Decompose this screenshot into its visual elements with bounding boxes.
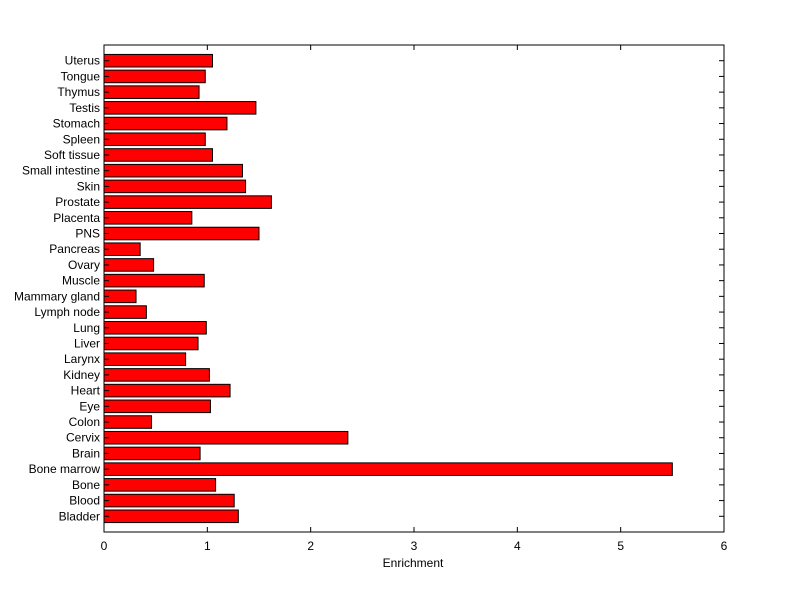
bar-stomach: [103, 116, 228, 131]
x-tick-label: 6: [721, 539, 728, 553]
y-tick-label: Brain: [72, 446, 100, 460]
y-tick-label: Larynx: [64, 352, 100, 366]
bar-bladder: [103, 509, 239, 524]
bar-ovary: [103, 258, 155, 272]
bar-eye: [103, 399, 211, 414]
bar-heart: [103, 383, 231, 398]
y-tick-label: Mammary gland: [14, 289, 100, 303]
y-tick-label: PNS: [75, 227, 100, 241]
bar-bone: [103, 478, 217, 492]
y-tick-label: Muscle: [62, 274, 100, 288]
x-tick-label: 0: [101, 539, 108, 553]
bar-lung: [103, 320, 207, 335]
bar-pns: [103, 226, 260, 241]
y-tick-label: Lymph node: [34, 305, 100, 319]
y-tick-label: Eye: [79, 399, 100, 413]
x-tick-label: 1: [204, 539, 211, 553]
y-tick-label: Blood: [69, 494, 100, 508]
y-tick-label: Kidney: [63, 368, 100, 382]
bar-brain: [103, 446, 201, 461]
ticks-layer: [103, 45, 725, 532]
bar-uterus: [103, 53, 213, 68]
y-tick-label: Placenta: [53, 211, 100, 225]
x-tick-label: 5: [617, 539, 624, 553]
y-tick-label: Soft tissue: [44, 148, 100, 162]
bar-colon: [103, 415, 153, 429]
y-tick-label: Liver: [74, 336, 100, 350]
plot-frame: [103, 44, 725, 533]
bar-liver: [103, 336, 199, 351]
y-tick-label: Testis: [69, 101, 100, 115]
y-tick-label: Prostate: [55, 195, 100, 209]
x-tick-label: 2: [307, 539, 314, 553]
bar-skin: [103, 179, 247, 194]
y-tick-label: Ovary: [68, 258, 100, 272]
y-tick-label: Cervix: [66, 431, 100, 445]
bar-muscle: [103, 273, 205, 288]
x-tick-label: 3: [411, 539, 418, 553]
y-tick-label: Colon: [69, 415, 100, 429]
bar-cervix: [103, 430, 349, 445]
bar-soft-tissue: [103, 148, 213, 162]
x-tick-labels: 0 1 2 3 4 5 6: [101, 539, 728, 553]
bar-thymus: [103, 85, 200, 99]
x-tick-label: 4: [514, 539, 521, 553]
bar-tongue: [103, 69, 206, 84]
x-axis-label: Enrichment: [383, 556, 444, 570]
y-tick-label: Thymus: [57, 85, 100, 99]
y-tick-label: Heart: [71, 384, 101, 398]
bar-pancreas: [103, 242, 141, 257]
y-tick-label: Stomach: [53, 117, 100, 131]
bar-lymph-node: [103, 305, 147, 319]
y-tick-label: Skin: [77, 179, 100, 193]
y-tick-label: Pancreas: [49, 242, 100, 256]
bar-small-intestine: [103, 163, 243, 178]
bar-placenta: [103, 211, 193, 225]
y-tick-label: Lung: [73, 321, 100, 335]
y-tick-label: Bone marrow: [29, 462, 101, 476]
y-tick-label: Small intestine: [22, 164, 100, 178]
y-tick-label: Tongue: [61, 69, 101, 83]
bar-bone-marrow: [103, 462, 673, 476]
bar-blood: [103, 493, 235, 508]
y-tick-label: Bladder: [59, 509, 100, 523]
bar-prostate: [103, 195, 272, 209]
y-tick-label: Bone: [72, 478, 100, 492]
y-tick-label: Uterus: [65, 54, 100, 68]
bar-spleen: [103, 132, 206, 147]
y-tick-label: Spleen: [63, 132, 100, 146]
bar-larynx: [103, 352, 187, 366]
bar-testis: [103, 101, 257, 115]
bar-kidney: [103, 368, 210, 382]
